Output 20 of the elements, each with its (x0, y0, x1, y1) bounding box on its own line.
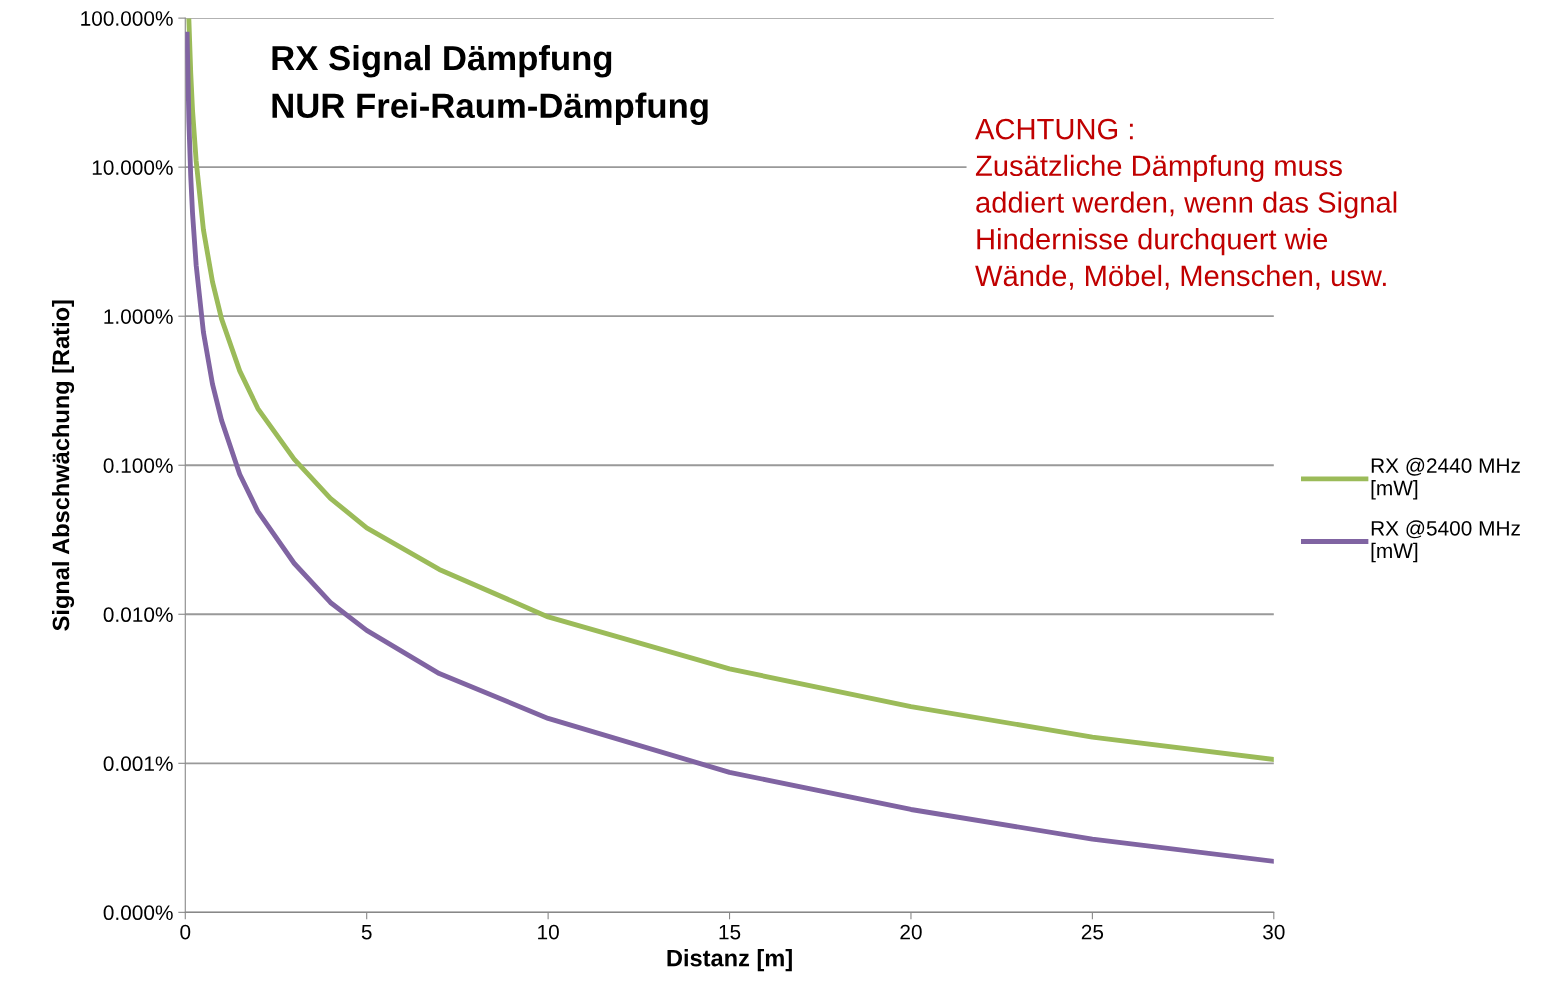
text: RX Signal Dämpfung NUR Frei-Raum-Dämpfung (272, 44, 708, 126)
y-tick-label: 0.000% (103, 905, 173, 921)
legend-label: RX @5400 MHz [mW] (1371, 520, 1520, 563)
y-tick-label: 0.100% (103, 458, 173, 473)
y-tick-label: 10.000% (92, 160, 173, 175)
x-axis-title: Distanz [m] (667, 949, 792, 972)
x-tick-label: 10 (538, 924, 559, 940)
x-tick-label: 0 (180, 924, 191, 940)
x-tick-label: 5 (361, 924, 372, 940)
y-axis-title: Signal Abschwächung [Ratio] (51, 300, 75, 631)
x-tick-label: 25 (1081, 924, 1104, 940)
x-tick-label: 15 (719, 924, 741, 940)
annotation: ACHTUNG : Zusätzliche Dämpfung muss addiert werden, wenn das Signal Hindernisse durchquert wie Wände, Möbel, Menschen, usw. (975, 118, 1397, 290)
y-tick-label: 0.010% (103, 607, 173, 623)
y-tick-label: 0.001% (103, 756, 173, 772)
y-tick-label: 100.000% (81, 11, 173, 26)
x-tick-label: 20 (900, 924, 922, 940)
x-tick-label: 30 (1263, 924, 1285, 940)
y-tick-label: 1.000% (104, 309, 173, 324)
legend-label: RX @2440 MHz [mW] (1371, 457, 1520, 500)
